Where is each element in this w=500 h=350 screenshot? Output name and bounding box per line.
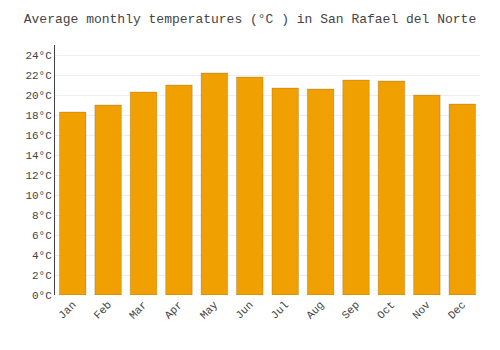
svg-text:20°C: 20°C — [25, 90, 52, 102]
svg-text:10°C: 10°C — [25, 190, 52, 202]
svg-text:Aug: Aug — [304, 299, 326, 321]
svg-text:May: May — [198, 299, 221, 322]
svg-text:Feb: Feb — [92, 299, 114, 321]
svg-text:Nov: Nov — [410, 299, 433, 322]
svg-text:18°C: 18°C — [25, 110, 52, 122]
svg-text:8°C: 8°C — [32, 210, 52, 222]
svg-text:Average monthly temperatures (: Average monthly temperatures (°C ) in Sa… — [24, 12, 476, 27]
svg-text:16°C: 16°C — [25, 130, 52, 142]
svg-text:6°C: 6°C — [32, 230, 52, 242]
svg-text:Jun: Jun — [233, 299, 255, 321]
svg-text:Jul: Jul — [269, 299, 291, 321]
svg-text:12°C: 12°C — [25, 170, 52, 182]
svg-text:Mar: Mar — [127, 299, 149, 321]
svg-text:4°C: 4°C — [32, 250, 52, 262]
svg-text:Apr: Apr — [162, 299, 184, 321]
svg-text:0°C: 0°C — [32, 290, 52, 302]
svg-text:Jan: Jan — [56, 299, 78, 321]
svg-text:14°C: 14°C — [25, 150, 52, 162]
svg-text:22°C: 22°C — [25, 70, 52, 82]
svg-text:Sep: Sep — [340, 299, 362, 321]
svg-text:Oct: Oct — [375, 299, 397, 321]
svg-text:Dec: Dec — [446, 299, 468, 321]
svg-text:2°C: 2°C — [32, 270, 52, 282]
svg-text:24°C: 24°C — [25, 50, 52, 62]
